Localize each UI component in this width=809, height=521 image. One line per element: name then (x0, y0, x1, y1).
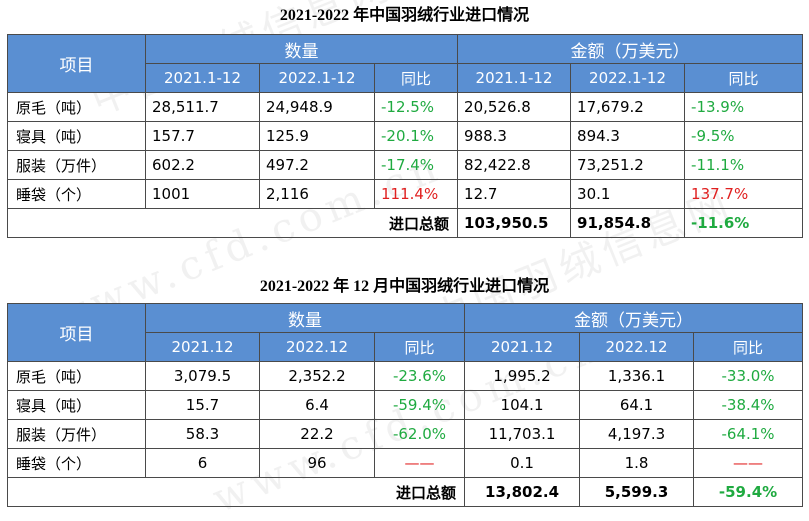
table-row: 原毛（吨） 28,511.7 24,948.9 -12.5% 20,526.8 … (7, 92, 804, 122)
table-cell: 1.8 (579, 448, 695, 478)
col-header: 2022.12 (259, 332, 375, 362)
table-cell: -64.1% (693, 419, 804, 449)
col-header: 同比 (373, 332, 466, 362)
col-header: 同比 (373, 63, 459, 93)
quantity-header: 数量 (144, 34, 459, 64)
table-cell: -38.4% (693, 390, 804, 420)
col-header: 2021.1-12 (457, 63, 572, 93)
table-cell: 111.4% (373, 179, 459, 209)
table-row: 服装（万件） 602.2 497.2 -17.4% 82,422.8 73,25… (7, 150, 804, 180)
table-cell: 58.3 (145, 419, 260, 449)
table-cell: 6.4 (259, 390, 375, 420)
table-row: 原毛（吨） 3,079.5 2,352.2 -23.6% 1,995.2 1,3… (7, 361, 804, 391)
table-cell: 20,526.8 (457, 92, 572, 122)
table-row: 睡袋（个） 6 96 —— 0.1 1.8 —— (7, 448, 804, 478)
row-label: 服装（万件） (7, 419, 146, 449)
table-row: 睡袋（个） 1001 2,116 111.4% 12.7 30.1 137.7% (7, 179, 804, 209)
table-row: 寝具（吨） 15.7 6.4 -59.4% 104.1 64.1 -38.4% (7, 390, 804, 420)
table-cell: 82,422.8 (457, 150, 572, 180)
table-cell: 894.3 (570, 121, 686, 151)
table-cell: —— (693, 448, 804, 478)
table-cell: 4,197.3 (579, 419, 695, 449)
col-header: 2021.12 (145, 332, 260, 362)
table-cell: 137.7% (684, 179, 804, 209)
total-cell: 5,599.3 (579, 477, 695, 507)
quantity-header: 数量 (144, 303, 466, 333)
row-label: 睡袋（个） (7, 448, 146, 478)
table-cell: -59.4% (373, 390, 466, 420)
total-label: 进口总额 (6, 208, 459, 238)
table-cell: 2,352.2 (259, 361, 375, 391)
table-cell: 1001 (145, 179, 260, 209)
table-cell: 497.2 (259, 150, 375, 180)
col-header: 2022.12 (579, 332, 695, 362)
col-header: 同比 (693, 332, 804, 362)
table-row: 寝具（吨） 157.7 125.9 -20.1% 988.3 894.3 -9.… (7, 121, 804, 151)
total-cell: -11.6% (684, 208, 804, 238)
table-cell: 30.1 (570, 179, 686, 209)
row-label: 寝具（吨） (7, 390, 146, 420)
table-cell: 22.2 (259, 419, 375, 449)
import-table-december: 项目 数量 金额（万美元） 2021.12 2022.12 同比 2021.12… (6, 303, 804, 507)
table-cell: -9.5% (684, 121, 804, 151)
total-row: 进口总额 13,802.4 5,599.3 -59.4% (6, 477, 804, 507)
table-cell: 157.7 (145, 121, 260, 151)
table-cell: -62.0% (373, 419, 466, 449)
table-cell: 125.9 (259, 121, 375, 151)
row-label: 服装（万件） (7, 150, 146, 180)
table-cell: 2,116 (259, 179, 375, 209)
table-cell: 104.1 (464, 390, 581, 420)
col-header: 同比 (684, 63, 804, 93)
table-cell: 96 (259, 448, 375, 478)
table-cell: 15.7 (145, 390, 260, 420)
row-label: 原毛（吨） (7, 92, 146, 122)
row-label: 原毛（吨） (7, 361, 146, 391)
table-cell: 1,336.1 (579, 361, 695, 391)
row-label: 寝具（吨） (7, 121, 146, 151)
table-cell: -23.6% (373, 361, 466, 391)
import-table-annual: 项目 数量 金额（万美元） 2021.1-12 2022.1-12 同比 202… (6, 34, 804, 238)
table-cell: 1,995.2 (464, 361, 581, 391)
table-cell: 12.7 (457, 179, 572, 209)
table-cell: 24,948.9 (259, 92, 375, 122)
table-cell: -11.1% (684, 150, 804, 180)
table-cell: 73,251.2 (570, 150, 686, 180)
row-label: 睡袋（个） (7, 179, 146, 209)
total-cell: 91,854.8 (570, 208, 686, 238)
total-cell: 13,802.4 (464, 477, 581, 507)
total-cell: -59.4% (693, 477, 804, 507)
table-cell: 28,511.7 (145, 92, 260, 122)
item-header: 项目 (7, 303, 146, 362)
table-cell: 988.3 (457, 121, 572, 151)
col-header: 2021.12 (464, 332, 581, 362)
col-header: 2022.1-12 (259, 63, 375, 93)
item-header: 项目 (7, 34, 146, 93)
table-cell: 602.2 (145, 150, 260, 180)
table1-title: 2021-2022 年中国羽绒行业进口情况 (279, 7, 530, 24)
table-cell: 17,679.2 (570, 92, 686, 122)
amount-header: 金额（万美元） (457, 34, 804, 64)
table-cell: —— (373, 448, 466, 478)
total-row: 进口总额 103,950.5 91,854.8 -11.6% (6, 208, 804, 238)
total-label: 进口总额 (6, 477, 466, 507)
table-cell: -13.9% (684, 92, 804, 122)
table-cell: 3,079.5 (145, 361, 260, 391)
table-cell: -17.4% (373, 150, 459, 180)
table-cell: -20.1% (373, 121, 459, 151)
table2-title: 2021-2022 年 12 月中国羽绒行业进口情况 (259, 278, 550, 295)
table-row: 服装（万件） 58.3 22.2 -62.0% 11,703.1 4,197.3… (7, 419, 804, 449)
col-header: 2022.1-12 (570, 63, 686, 93)
col-header: 2021.1-12 (145, 63, 260, 93)
table-cell: -33.0% (693, 361, 804, 391)
table-cell: 11,703.1 (464, 419, 581, 449)
amount-header: 金额（万美元） (464, 303, 804, 333)
table-cell: -12.5% (373, 92, 459, 122)
table-cell: 64.1 (579, 390, 695, 420)
table-cell: 0.1 (464, 448, 581, 478)
total-cell: 103,950.5 (457, 208, 572, 238)
table-cell: 6 (145, 448, 260, 478)
